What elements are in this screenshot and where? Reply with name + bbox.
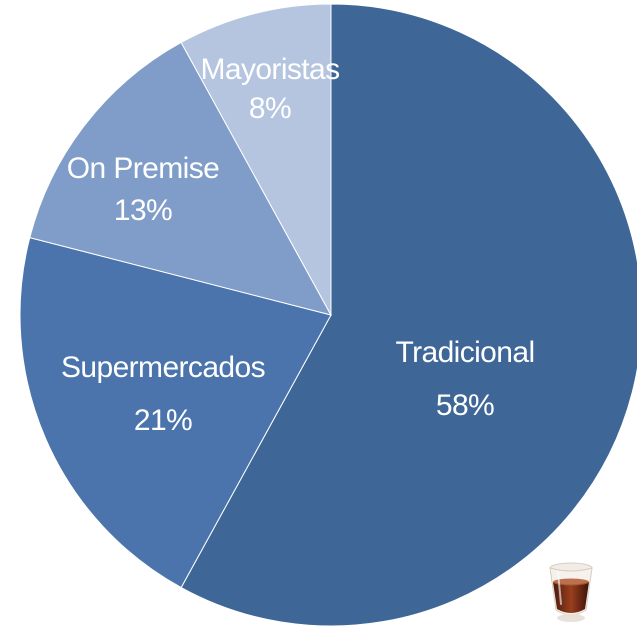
- pie-labels: Tradicional 58% Supermercados 21% On Pre…: [61, 53, 535, 437]
- slice-value-tradicional: 58%: [436, 389, 494, 422]
- pie-slice-mayoristas: [180, 3, 332, 316]
- pie-slices: [19, 3, 637, 626]
- slice-label-mayoristas: Mayoristas: [200, 53, 339, 86]
- slice-value-mayoristas: 8%: [249, 92, 291, 125]
- slice-value-on-premise: 13%: [114, 194, 172, 227]
- slice-value-supermercados: 21%: [134, 404, 192, 437]
- pie-slice-supermercados: [19, 237, 332, 589]
- slice-label-tradicional: Tradicional: [395, 336, 534, 369]
- pie-slice-on-premise: [29, 41, 332, 316]
- slice-label-on-premise: On Premise: [67, 152, 219, 185]
- liquor-glass-icon: [549, 562, 593, 622]
- slice-label-supermercados: Supermercados: [61, 351, 265, 384]
